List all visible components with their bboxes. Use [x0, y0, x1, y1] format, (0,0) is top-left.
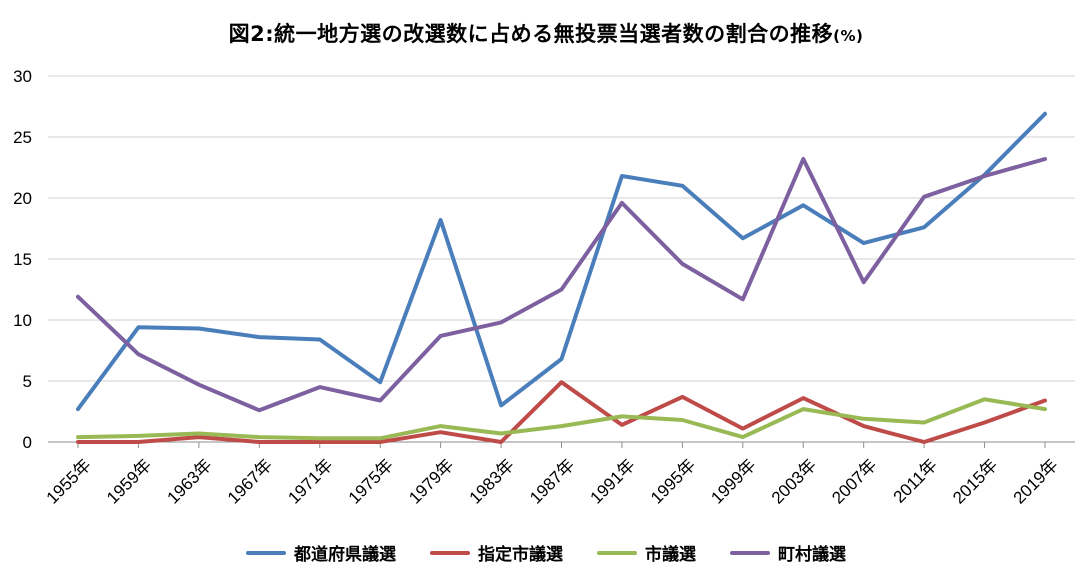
- legend-label: 町村議選: [778, 545, 846, 565]
- legend-swatch: [430, 550, 470, 555]
- x-tick-label: 1991年: [587, 455, 639, 507]
- x-tick-label: 1979年: [405, 455, 457, 507]
- legend-swatch: [730, 550, 770, 555]
- legend-item-1: 指定市議選: [430, 540, 563, 565]
- y-tick-label: 20: [13, 189, 32, 208]
- series-lines: [76, 111, 1047, 444]
- legend-label: 指定市議選: [478, 545, 563, 565]
- y-tick-label: 30: [13, 67, 32, 86]
- x-tick-label: 1955年: [43, 455, 95, 507]
- y-tick-label: 25: [13, 128, 32, 147]
- legend-swatch: [597, 550, 637, 555]
- legend-swatch: [246, 550, 286, 555]
- x-tick-label: 2019年: [1010, 455, 1062, 507]
- x-tick-label: 1963年: [163, 455, 215, 507]
- series-line-3: [76, 157, 1047, 413]
- x-tick-label: 1983年: [466, 455, 518, 507]
- legend: 都道府県議選 指定市議選 市議選 町村議選: [0, 540, 1092, 565]
- legend-label: 市議選: [645, 545, 696, 565]
- x-tick-label: 2007年: [828, 455, 880, 507]
- x-tick-label: 1999年: [707, 455, 759, 507]
- series-line-0: [76, 111, 1047, 412]
- x-axis: 1955年 1959年 1963年 1967年 1971年 1975年 1979年 1983年…: [43, 442, 1062, 508]
- legend-item-0: 都道府県議選: [246, 540, 396, 565]
- x-tick-label: 2015年: [949, 455, 1001, 507]
- chart-title-text: 図2:統一地方選の改選数に占める無投票当選者数の割合の推移: [228, 22, 834, 46]
- y-tick-label: 0: [23, 433, 32, 452]
- legend-item-2: 市議選: [597, 540, 696, 565]
- y-axis: 0 5 10 15 20 25 30: [13, 67, 32, 452]
- x-tick-label: 1959年: [103, 455, 155, 507]
- x-tick-label: 1975年: [345, 455, 397, 507]
- series-line-1: [76, 380, 1047, 444]
- chart-title-unit: (%): [833, 27, 864, 45]
- y-tick-label: 5: [23, 372, 32, 391]
- x-tick-label: 1967年: [224, 455, 276, 507]
- y-tick-label: 15: [13, 250, 32, 269]
- x-tick-label: 2011年: [890, 455, 941, 506]
- x-tick-label: 1995年: [647, 455, 699, 507]
- x-tick-label: 2003年: [768, 455, 820, 507]
- legend-label: 都道府県議選: [294, 545, 396, 565]
- chart-title: 図2:統一地方選の改選数に占める無投票当選者数の割合の推移(%): [0, 18, 1092, 48]
- series-line-2: [76, 397, 1047, 441]
- legend-item-3: 町村議選: [730, 540, 846, 565]
- x-tick-label: 1971年: [284, 455, 336, 507]
- y-tick-label: 10: [13, 311, 32, 330]
- x-tick-label: 1987年: [526, 455, 578, 507]
